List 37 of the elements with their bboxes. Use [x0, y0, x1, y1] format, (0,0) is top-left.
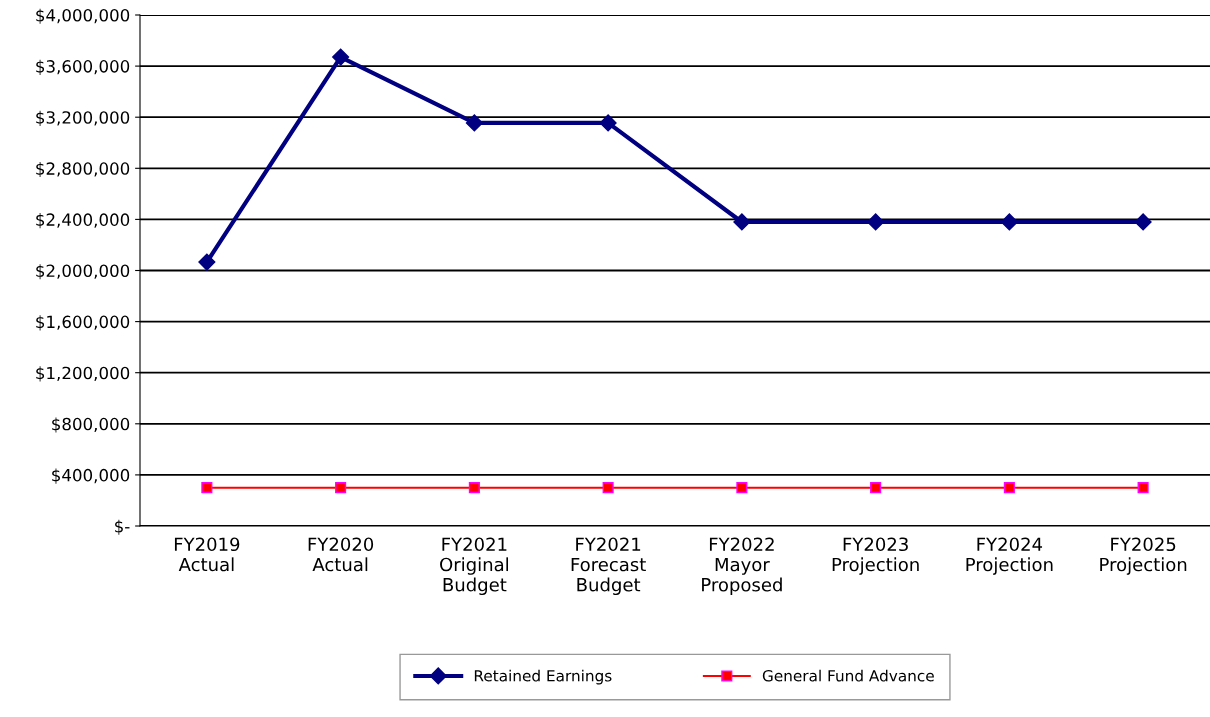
point	[332, 48, 350, 66]
point	[733, 213, 751, 231]
point	[335, 482, 347, 494]
y-tick-label: $4,000,000	[36, 8, 130, 24]
point	[465, 114, 483, 132]
x-tick-label: FY2022 Mayor Proposed	[702, 537, 782, 596]
point	[468, 482, 480, 494]
x-tick-label: FY2025 Projection	[1100, 537, 1187, 575]
x-tick-label: FY2023 Projection	[832, 537, 919, 575]
y-tick-label: $2,800,000	[36, 161, 130, 178]
point	[870, 482, 882, 494]
point	[198, 253, 216, 271]
y-tick-label: $3,600,000	[36, 59, 130, 75]
legend-label: Retained Earnings	[474, 669, 612, 685]
legend-label: General Fund Advance	[762, 669, 934, 682]
x-tick-label: FY2020 Actual	[308, 537, 374, 572]
y-tick-label: $400,000	[52, 468, 130, 484]
point	[1137, 482, 1149, 494]
point	[1000, 213, 1018, 231]
point	[602, 482, 614, 494]
y-tick-label: $2,400,000	[36, 213, 130, 229]
point	[201, 482, 213, 494]
point	[1134, 213, 1152, 231]
y-tick-label: $800,000	[52, 417, 130, 433]
x-tick-label: FY2019 Actual	[174, 537, 240, 572]
x-tick-label: FY2021 Original Budget	[440, 537, 509, 596]
y-tick-label: $1,600,000	[36, 315, 130, 331]
point	[1003, 482, 1015, 494]
x-tick-label: FY2021 Forecast Budget	[571, 537, 646, 596]
x-tick-label: FY2024 Projection	[966, 537, 1053, 575]
point	[736, 482, 748, 494]
y-tick-label: $3,200,000	[36, 110, 130, 126]
point	[599, 114, 617, 132]
y-tick-label: $-	[115, 519, 130, 535]
point	[867, 213, 885, 231]
y-tick-label: $1,200,000	[36, 366, 130, 382]
y-tick-label: $2,000,000	[36, 264, 130, 280]
